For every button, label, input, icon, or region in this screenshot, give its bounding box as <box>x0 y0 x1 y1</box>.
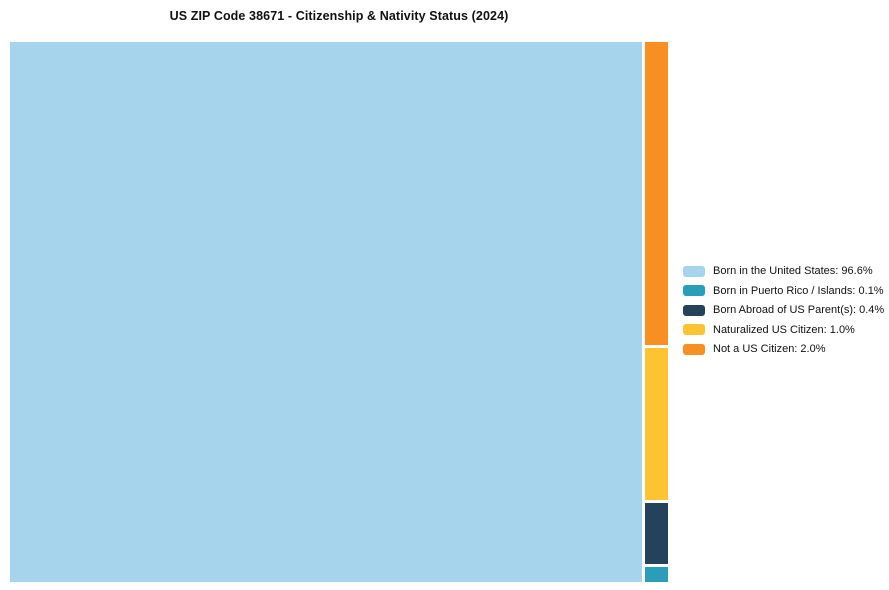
legend-swatch-icon <box>683 324 705 336</box>
treemap-rect-born-in-puerto-rico-islands <box>645 566 668 582</box>
legend-label: Born Abroad of US Parent(s): 0.4% <box>713 304 885 317</box>
treemap-rect-not-a-us-citizen <box>645 42 668 346</box>
legend-label: Born in Puerto Rico / Islands: 0.1% <box>713 284 884 297</box>
treemap-minor-column <box>645 42 668 582</box>
legend-swatch-icon <box>683 343 705 355</box>
chart-title: US ZIP Code 38671 - Citizenship & Nativi… <box>169 9 509 23</box>
legend-label: Not a US Citizen: 2.0% <box>713 343 826 356</box>
treemap-rect-born-in-us <box>10 42 642 582</box>
legend-item: Not a US Citizen: 2.0% <box>683 343 884 355</box>
legend-label: Naturalized US Citizen: 1.0% <box>713 323 855 336</box>
legend-swatch-icon <box>683 285 705 297</box>
legend-swatch-icon <box>683 304 705 316</box>
treemap-rect-naturalized-us-citizen <box>645 348 668 501</box>
treemap-rect-born-abroad-of-us-parent-s <box>645 503 668 564</box>
legend-item: Born Abroad of US Parent(s): 0.4% <box>683 304 884 316</box>
legend-swatch-icon <box>683 265 705 277</box>
legend-label: Born in the United States: 96.6% <box>713 265 873 277</box>
treemap-plot-area <box>10 42 668 582</box>
legend-item: Born in Puerto Rico / Islands: 0.1% <box>683 285 884 297</box>
chart-legend: Born in the United States: 96.6% Born in … <box>683 265 884 355</box>
legend-item: Naturalized US Citizen: 1.0% <box>683 324 884 336</box>
legend-item: Born in the United States: 96.6% <box>683 265 884 277</box>
